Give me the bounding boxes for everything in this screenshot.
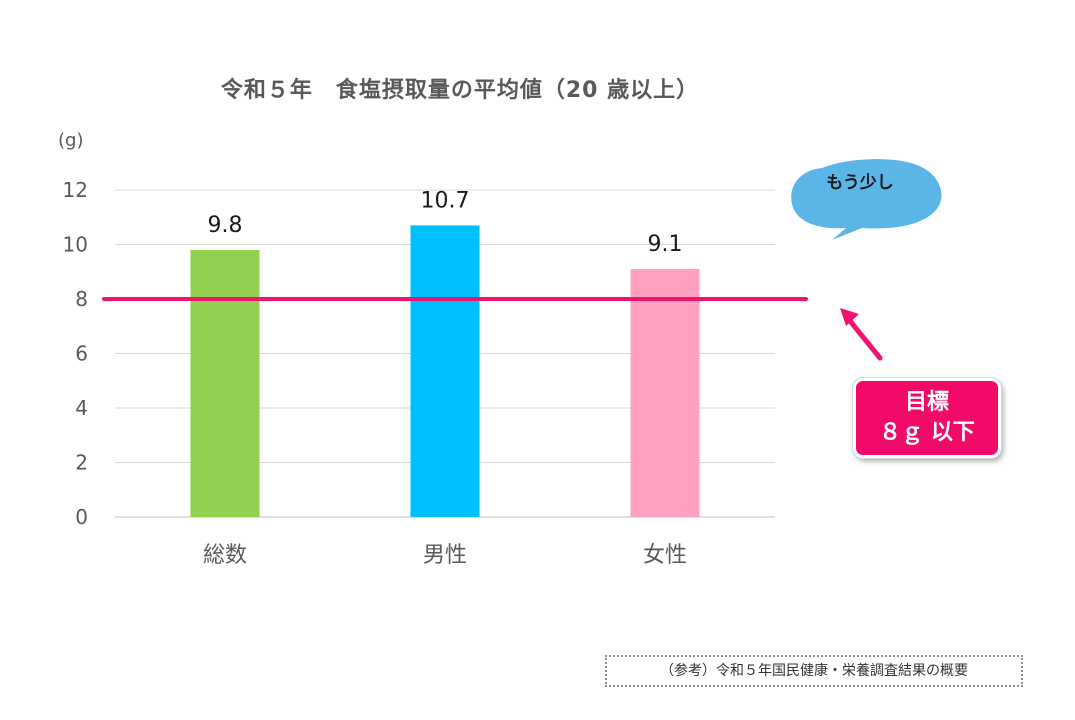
speech-bubble bbox=[791, 159, 942, 240]
target-callout: 目標 ８ｇ 以下 bbox=[853, 378, 1001, 458]
y-tick-label: 8 bbox=[75, 287, 88, 311]
source-note: （参考）令和５年国民健康・栄養調査結果の概要 bbox=[605, 655, 1023, 687]
x-tick-label: 男性 bbox=[423, 543, 467, 568]
chart-title: 令和５年 食塩摂取量の平均値（20 歳以上） bbox=[220, 78, 700, 103]
bars bbox=[190, 225, 700, 518]
target-arrow-shaft bbox=[843, 313, 883, 361]
value-labels: 9.8 10.7 9.1 bbox=[208, 188, 683, 257]
bar bbox=[410, 225, 480, 518]
value-label: 9.1 bbox=[648, 232, 683, 257]
target-callout-line1: 目標 bbox=[904, 390, 949, 415]
value-label: 10.7 bbox=[421, 188, 470, 213]
x-tick-label: 総数 bbox=[203, 543, 247, 568]
target-callout-line2: ８ｇ 以下 bbox=[879, 420, 975, 445]
y-tick-label: 6 bbox=[75, 342, 88, 366]
bar bbox=[630, 269, 700, 517]
bar bbox=[190, 249, 260, 517]
bubble-text: もう少し bbox=[826, 173, 894, 193]
x-tick-label: 女性 bbox=[643, 543, 687, 568]
y-tick-label: 10 bbox=[63, 233, 88, 257]
y-tick-label: 2 bbox=[75, 451, 88, 475]
target-arrow-head bbox=[840, 308, 859, 326]
y-tick-label: 0 bbox=[75, 505, 88, 529]
speech-bubble-shape bbox=[791, 159, 942, 240]
y-axis-unit-label: (g) bbox=[58, 130, 84, 151]
y-tick-label: 4 bbox=[75, 396, 88, 420]
x-axis-ticks: 総数 男性 女性 bbox=[203, 543, 687, 568]
value-label: 9.8 bbox=[208, 213, 243, 238]
y-tick-label: 12 bbox=[63, 178, 88, 202]
target-reference bbox=[102, 297, 883, 361]
y-axis-ticks: 0 2 4 6 8 10 12 bbox=[63, 178, 88, 529]
